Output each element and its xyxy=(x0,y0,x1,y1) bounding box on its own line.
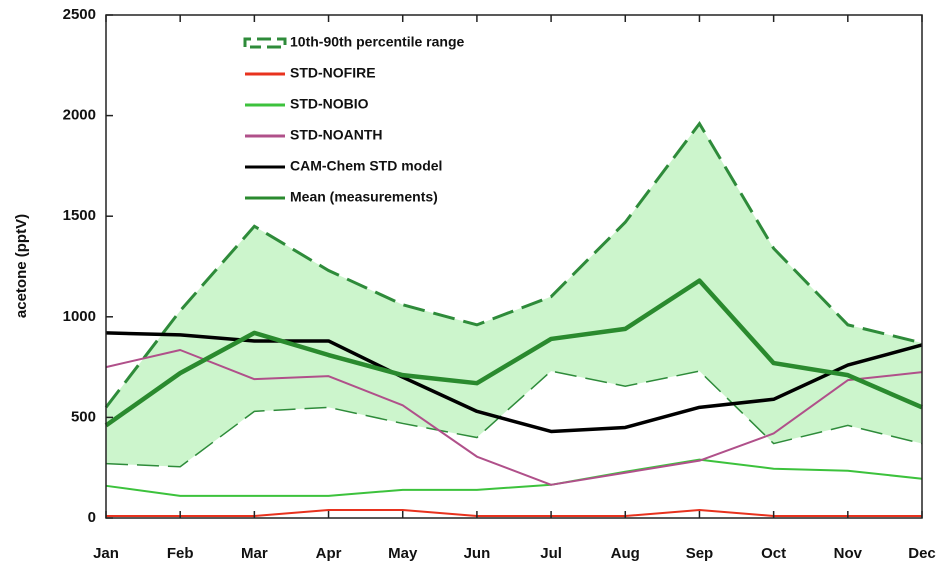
x-tick-label: Oct xyxy=(761,545,786,562)
y-tick-label: 500 xyxy=(71,408,96,425)
series-line xyxy=(105,348,923,486)
legend-label: STD-NOBIO xyxy=(290,96,369,112)
series-line xyxy=(105,458,923,497)
legend-label: 10th-90th percentile range xyxy=(290,34,464,50)
band-fill xyxy=(106,123,922,467)
band-low xyxy=(105,370,923,468)
y-tick-label: 1000 xyxy=(63,308,96,325)
x-tick-label: Sep xyxy=(686,545,714,562)
y-axis-label: acetone (pptV) xyxy=(13,214,30,318)
legend-label: CAM-Chem STD model xyxy=(290,158,442,174)
x-tick-label: Nov xyxy=(834,545,863,562)
x-tick-label: Feb xyxy=(167,545,194,562)
x-tick-label: Jun xyxy=(464,545,491,562)
legend-label: STD-NOANTH xyxy=(290,127,383,143)
x-tick-label: Aug xyxy=(611,545,640,562)
legend-swatch xyxy=(243,37,287,49)
x-tick-label: Jan xyxy=(93,545,119,562)
legend-label: STD-NOFIRE xyxy=(290,65,376,81)
x-tick-label: Jul xyxy=(540,545,562,562)
y-tick-label: 0 xyxy=(88,509,96,526)
y-tick-label: 1500 xyxy=(63,207,96,224)
y-tick-label: 2000 xyxy=(63,107,96,124)
x-tick-label: Dec xyxy=(908,545,936,562)
legend-label: Mean (measurements) xyxy=(290,189,438,205)
x-tick-label: Mar xyxy=(241,545,268,562)
band-high xyxy=(104,120,923,409)
x-tick-label: Apr xyxy=(316,545,342,562)
series-line xyxy=(106,508,922,517)
series-line xyxy=(104,278,923,428)
x-tick-label: May xyxy=(388,545,418,562)
plot-frame xyxy=(105,14,923,519)
y-tick-label: 2500 xyxy=(63,6,96,23)
